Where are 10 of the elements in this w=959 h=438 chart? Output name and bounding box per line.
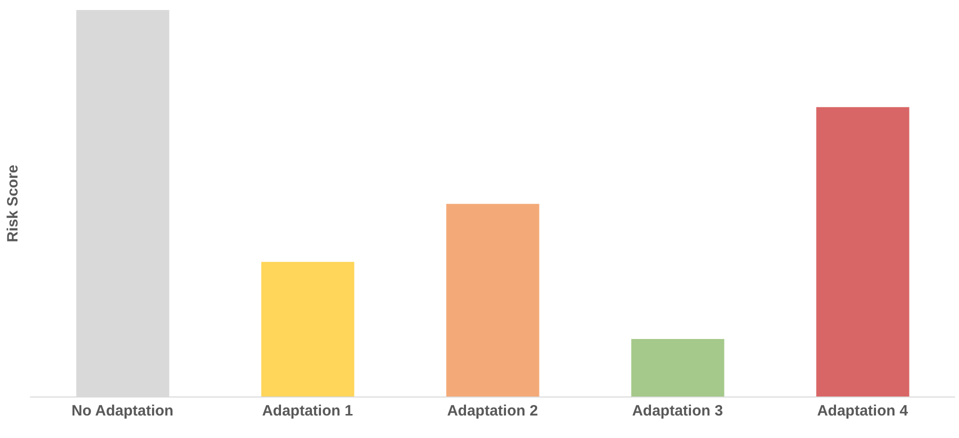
- x-tick-label: Adaptation 2: [447, 402, 538, 420]
- bar: [631, 338, 724, 397]
- x-tick-label: Adaptation 3: [632, 402, 723, 420]
- bar: [446, 204, 540, 397]
- bar: [816, 107, 910, 397]
- x-tick-label: No Adaptation: [72, 402, 174, 420]
- x-tick-label: Adaptation 4: [817, 402, 909, 420]
- x-tick-label: Adaptation 1: [262, 402, 353, 420]
- y-axis-title: Risk Score: [4, 164, 22, 242]
- bar: [261, 262, 354, 397]
